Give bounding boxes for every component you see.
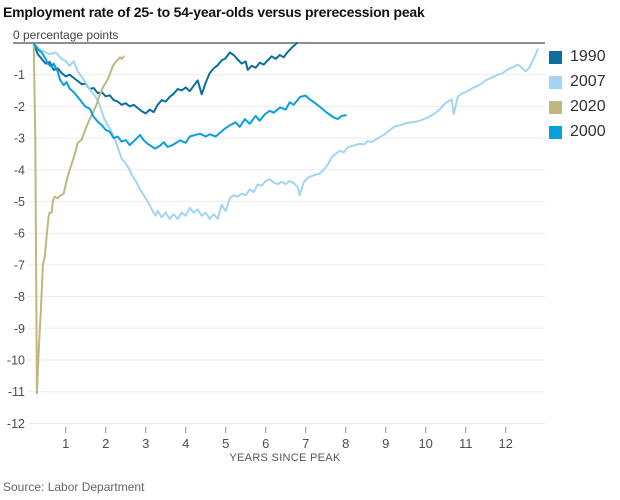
legend-swatch-icon (549, 125, 562, 139)
plot-area: -1-2-3-4-5-6-7-8-9-10-11-121 2 3 4 5 6 7 8 9 10 11… (7, 42, 545, 451)
y-tick-label: -11 (8, 385, 25, 399)
legend-item-2020: 2020 (549, 98, 606, 115)
y-tick-label: -3 (14, 132, 25, 146)
y-tick-label: -5 (14, 195, 25, 209)
y-tick-label: -12 (7, 417, 25, 431)
x-tick-label: 8 (342, 436, 349, 451)
x-tick-label: 5 (222, 436, 229, 451)
y-axis-unit-label: 0 percentage points (13, 28, 119, 42)
x-tick-label: 1 (62, 436, 69, 451)
y-tick-label: -4 (14, 163, 25, 177)
legend-label: 2007 (570, 73, 606, 90)
x-tick-label: 11 (459, 436, 473, 451)
x-tick-label: 10 (418, 436, 432, 451)
y-tick-label: -10 (7, 354, 25, 368)
series-line-1990 (32, 42, 298, 115)
y-tick-label: -8 (14, 290, 25, 304)
y-tick-label: -2 (14, 100, 25, 114)
y-tick-label: -1 (14, 68, 25, 82)
legend-label: 2000 (570, 123, 606, 140)
legend-swatch-icon (549, 50, 562, 64)
x-axis-title: YEARS SINCE PEAK (229, 452, 341, 464)
y-tick-label: -9 (14, 322, 25, 336)
series-line-2000 (32, 42, 347, 150)
y-tick-label: -6 (14, 227, 25, 241)
x-tick-label: 3 (142, 436, 149, 451)
legend-swatch-icon (549, 75, 562, 89)
y-tick-label: -7 (14, 258, 25, 272)
legend-item-2000: 2000 (549, 123, 606, 140)
x-tick-label: 9 (382, 436, 389, 451)
series-line-2020 (32, 42, 125, 395)
legend: 1990 2007 2020 2000 (549, 48, 606, 150)
chart-title: Employment rate of 25- to 54-year-olds v… (3, 4, 425, 20)
legend-label: 2020 (570, 98, 606, 115)
source-note: Source: Labor Department (3, 480, 145, 494)
x-tick-label: 6 (262, 436, 269, 451)
legend-item-1990: 1990 (549, 48, 606, 65)
legend-label: 1990 (570, 48, 606, 65)
legend-swatch-icon (549, 100, 562, 114)
legend-item-2007: 2007 (549, 73, 606, 90)
x-tick-label: 2 (102, 436, 109, 451)
x-tick-label: 4 (182, 436, 189, 451)
x-tick-label: 12 (498, 436, 512, 451)
series-line-2007 (32, 42, 539, 220)
x-tick-label: 7 (302, 436, 309, 451)
